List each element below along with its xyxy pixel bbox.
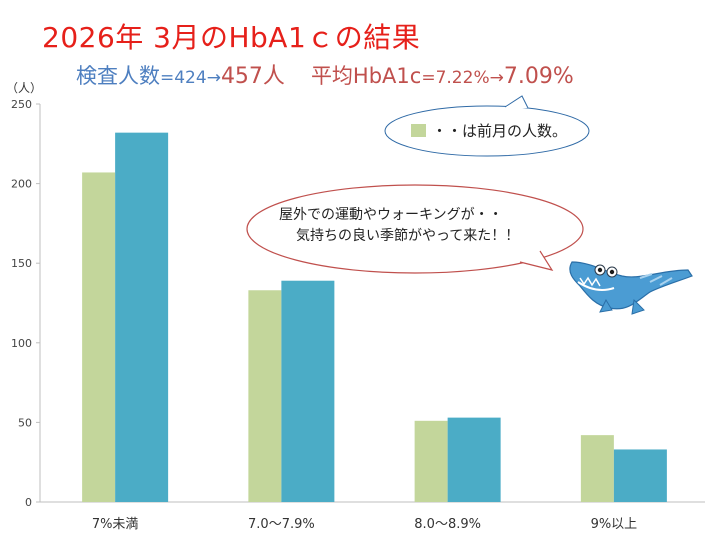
bar-current-month [613, 449, 667, 502]
x-axis-labels: 7%未満 7.0〜7.9% 8.0〜8.9% 9%以上 [92, 517, 637, 532]
page-title: 2026年 3月のHbA1ｃの結果 [42, 21, 421, 54]
x-category-label: 8.0〜8.9% [414, 517, 481, 532]
y-tick-label: 200 [11, 178, 32, 191]
y-axis-unit-label: （人） [6, 81, 42, 95]
count-current: 457人 [220, 64, 285, 89]
comment-line-2: 気持ちの良い季節がやって来た！！ [296, 228, 520, 244]
crocodile-mascot [569, 261, 693, 315]
bar-previous-month [82, 172, 116, 502]
count-label: 検査人数 [76, 64, 160, 88]
average-label: 平均HbA1c [310, 64, 422, 88]
x-category-label: 7%未満 [92, 517, 139, 532]
y-tick-label: 50 [18, 416, 32, 429]
x-category-label: 9%以上 [591, 517, 638, 532]
bars-group [82, 132, 667, 502]
legend-swatch-previous [411, 124, 426, 137]
bar-previous-month [580, 435, 614, 502]
average-current: 7.09% [503, 64, 574, 89]
legend-note: ・・は前月の人数。 [432, 122, 568, 140]
comment-bubble [246, 184, 584, 274]
count-previous: =424→ [160, 68, 221, 88]
bar-previous-month [414, 420, 448, 502]
bar-previous-month [248, 290, 282, 502]
bar-current-month [447, 417, 501, 502]
summary-line: 検査人数=424→457人 平均HbA1c=7.22%→7.09% [76, 58, 574, 90]
y-tick-label: 100 [11, 337, 32, 350]
legend-callout [384, 95, 590, 157]
y-tick-label: 250 [11, 98, 32, 111]
y-tick-label: 0 [25, 496, 32, 509]
x-category-label: 7.0〜7.9% [248, 517, 315, 532]
average-previous: =7.22%→ [421, 68, 504, 88]
bar-current-month [281, 280, 335, 502]
comment-line-1: 屋外での運動やウォーキングが・・ [279, 207, 503, 223]
bar-current-month [115, 132, 169, 502]
y-tick-label: 150 [11, 257, 32, 270]
